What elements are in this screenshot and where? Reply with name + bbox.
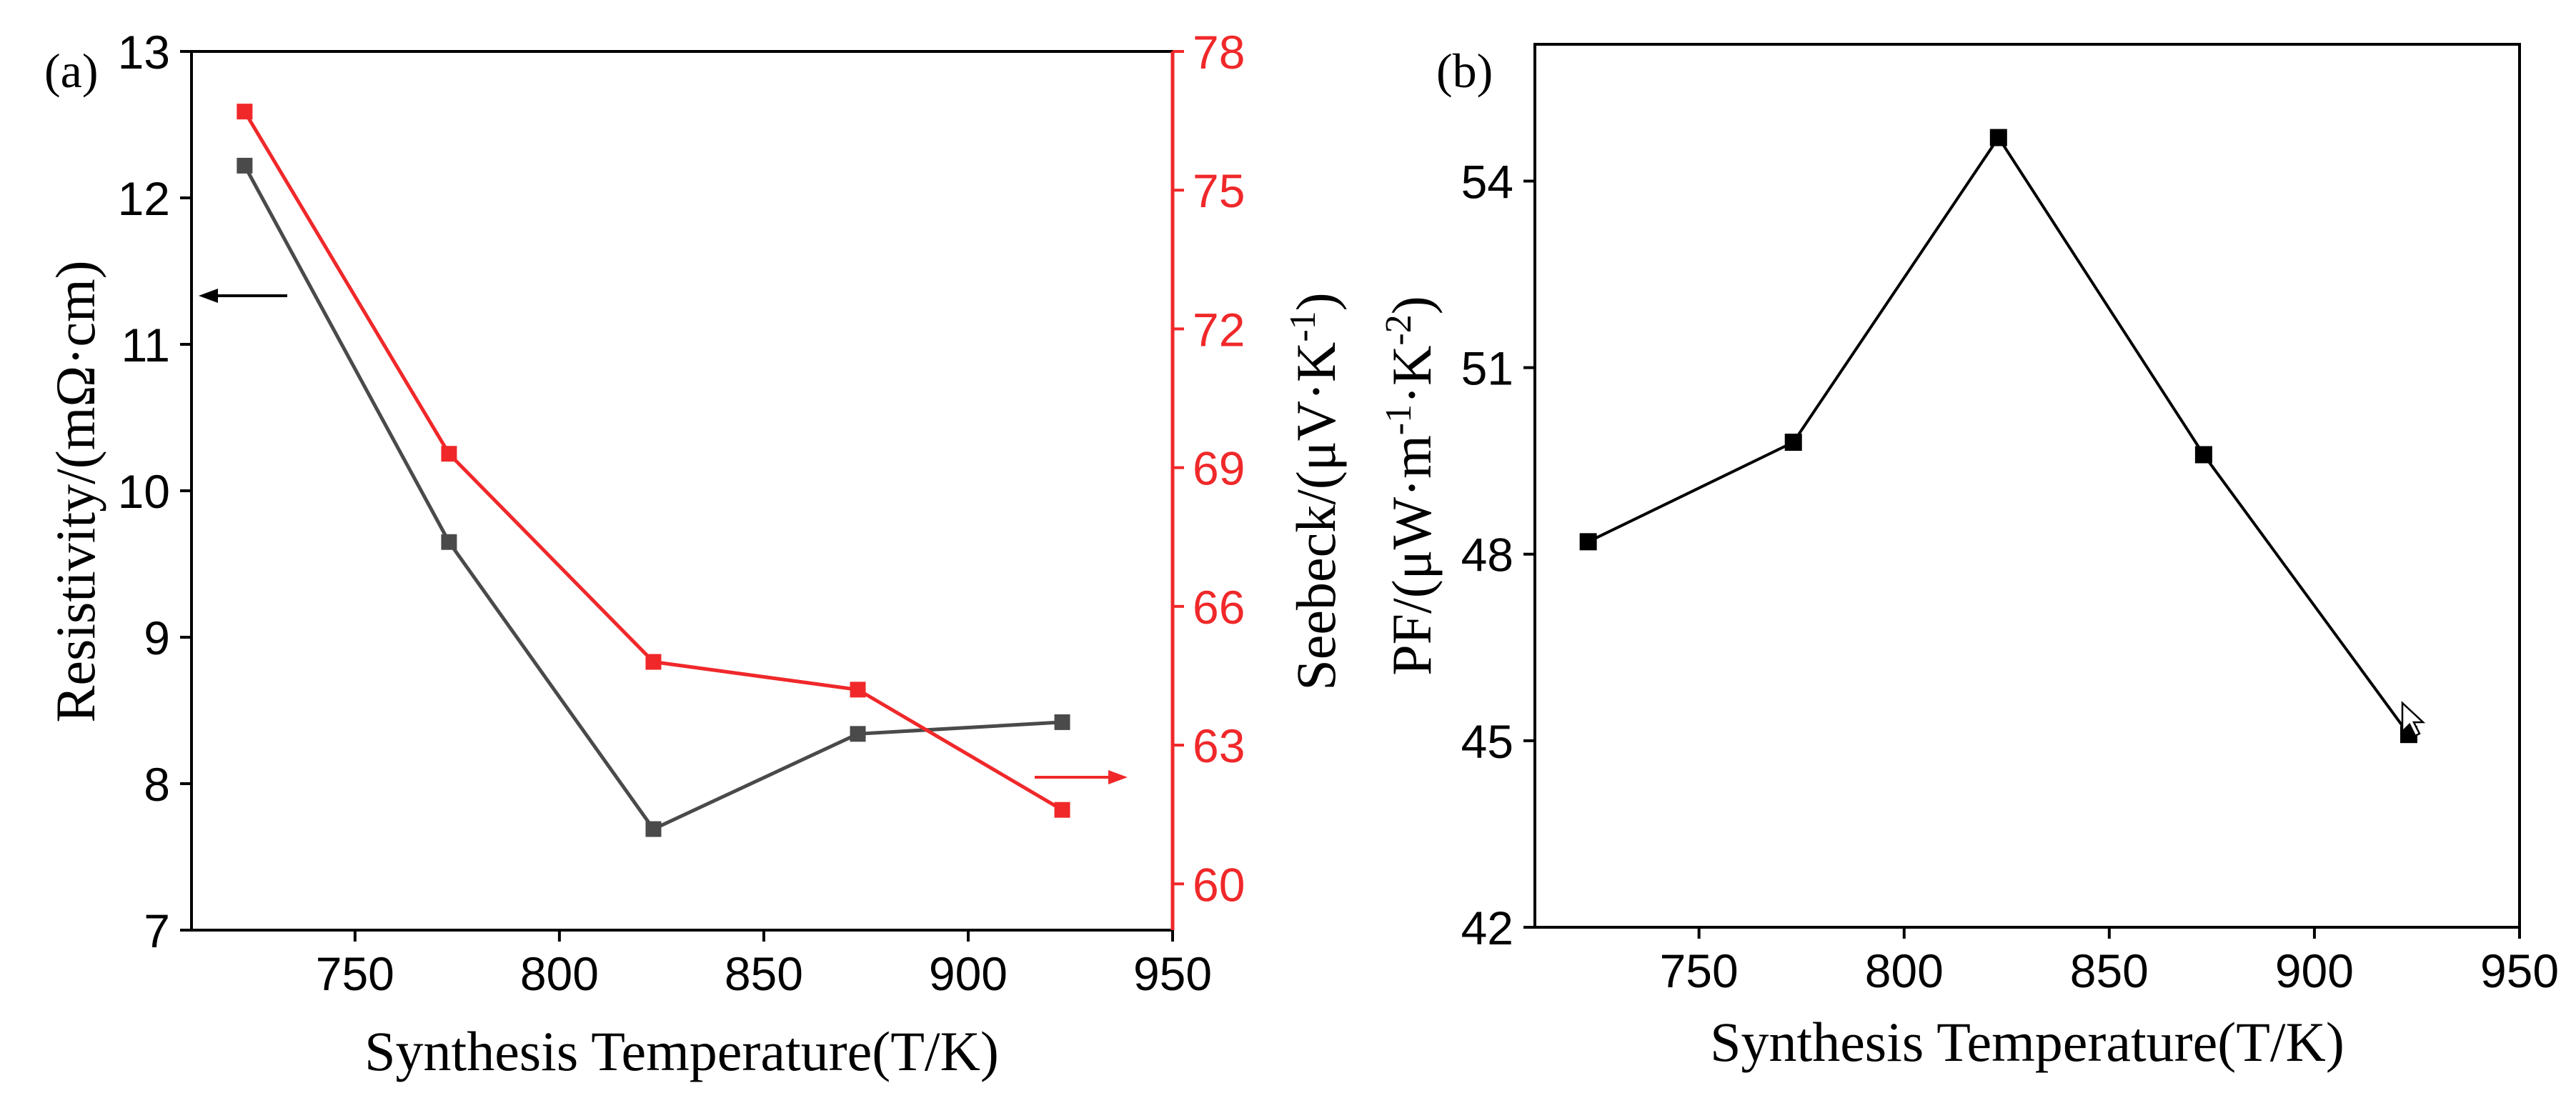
pf-point	[1579, 533, 1597, 551]
panel-b-series	[1579, 129, 2417, 744]
pf-line	[1587, 134, 2410, 736]
pf-axis-tick-label: 45	[1461, 715, 1513, 768]
pf-label-sup2: -2	[1378, 314, 1419, 345]
x-axis-tick-label: 800	[1865, 944, 1944, 997]
x-axis-tick-label: 850	[2070, 944, 2149, 997]
right-axis-tick-label: 78	[1193, 26, 1245, 79]
pf-label-main: PF/(μW·m	[1381, 435, 1443, 676]
panel-b-y-axis-label: PF/(μW·m-1·K-2)	[1378, 296, 1443, 675]
mouse-cursor-icon	[2401, 701, 2426, 737]
right-axis-arrow	[1035, 770, 1128, 784]
pf-axis-tick-label: 51	[1461, 342, 1513, 395]
pf-label-sup1: -1	[1378, 404, 1419, 435]
right-axis-tick-label: 66	[1193, 581, 1245, 634]
pf-axis-tick-label: 48	[1461, 529, 1513, 582]
panel-a-plot-frame	[190, 50, 1174, 932]
right-axis-tick-label: 63	[1193, 719, 1245, 772]
seebeck-point	[441, 446, 457, 462]
right-axis-tick-label: 72	[1193, 303, 1245, 356]
pf-point	[1784, 434, 1802, 451]
seebeck-point	[645, 654, 662, 670]
x-axis-tick-label: 950	[2480, 944, 2559, 997]
left-axis-tick-label: 7	[144, 904, 170, 957]
panel-a-x-axis-ticks: 750 800 850 900 950	[316, 930, 1212, 1000]
seebeck-point	[850, 682, 866, 698]
resistivity-point	[1054, 714, 1070, 730]
resistivity-line	[243, 164, 1063, 832]
seebeck-label-tail: )	[1285, 292, 1347, 311]
pf-point	[1989, 129, 2007, 146]
seebeck-point	[1054, 802, 1070, 818]
panel-a-right-axis-ticks: 60 63 66 69 72 75 78	[1173, 26, 1245, 911]
resistivity-point	[850, 726, 866, 742]
panel-a-x-axis-label: Synthesis Temperature(T/K)	[364, 1020, 999, 1082]
pf-label-tail: )	[1381, 296, 1443, 314]
x-axis-tick-label: 750	[1660, 944, 1739, 997]
panel-b-plot-frame	[1533, 43, 2521, 929]
panel-a-left-axis-label: Resistivity/(mΩ·cm)	[44, 260, 106, 722]
left-axis-tick-label: 10	[118, 465, 170, 518]
panel-b-y-axis-ticks: 42 45 48 51 54	[1461, 155, 1535, 954]
seebeck-label-sup: -1	[1283, 311, 1323, 341]
left-axis-tick-label: 8	[144, 758, 170, 811]
panel-a-label: (a)	[44, 44, 98, 98]
right-axis-tick-label: 69	[1193, 442, 1245, 495]
seebeck-line	[243, 110, 1063, 812]
right-axis-tick-label: 75	[1193, 164, 1245, 217]
panel-b-x-axis-label: Synthesis Temperature(T/K)	[1710, 1011, 2344, 1073]
x-axis-tick-label: 900	[929, 947, 1008, 1000]
pf-point	[2194, 446, 2212, 464]
left-axis-tick-label: 13	[118, 26, 170, 79]
seebeck-label-main: Seebeck/(μV·K	[1285, 342, 1347, 691]
x-axis-tick-label: 800	[520, 947, 599, 1000]
panel-b-x-axis-ticks: 750 800 850 900 950	[1660, 927, 2559, 997]
panel-a-series	[237, 104, 1070, 837]
pf-label-mid: ·K	[1381, 346, 1443, 404]
seebeck-point	[237, 104, 253, 120]
x-axis-tick-label: 950	[1133, 947, 1212, 1000]
pf-axis-tick-label: 42	[1461, 902, 1513, 954]
x-axis-tick-label: 750	[316, 947, 394, 1000]
x-axis-tick-label: 900	[2275, 944, 2354, 997]
pf-axis-tick-label: 54	[1461, 155, 1513, 208]
resistivity-point	[237, 157, 253, 174]
x-axis-tick-label: 850	[725, 947, 803, 1000]
resistivity-point	[441, 534, 457, 550]
resistivity-point	[645, 821, 662, 837]
left-axis-arrow	[199, 289, 287, 303]
panel-b-label: (b)	[1436, 44, 1493, 98]
left-axis-tick-label: 11	[121, 319, 170, 371]
panel-b: (b) 42 45 48 51 54 750 800 850 900 950 Synthesis…	[1378, 43, 2559, 1073]
panel-a-right-axis-label: Seebeck/(μV·K-1)	[1283, 292, 1347, 690]
panel-a-left-axis-ticks: 7 8 9 10 11 12 13	[118, 26, 192, 957]
right-axis-tick-label: 60	[1193, 858, 1245, 911]
left-axis-tick-label: 12	[118, 172, 170, 225]
left-axis-tick-label: 9	[144, 612, 170, 664]
